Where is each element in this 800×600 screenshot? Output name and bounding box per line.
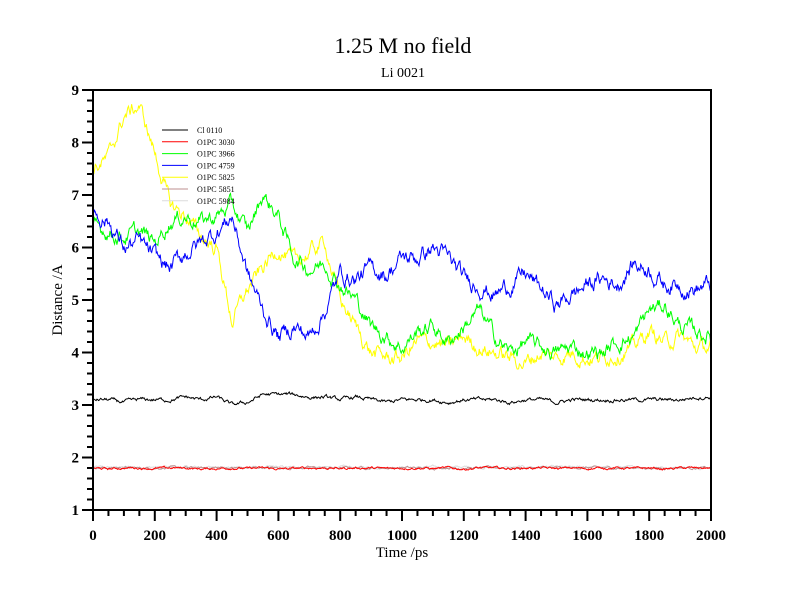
y-tick-label: 7: [72, 188, 80, 204]
series-layer: [92, 104, 712, 471]
y-tick-label: 8: [72, 136, 80, 152]
x-tick-label: 1800: [634, 528, 664, 544]
legend-label: O1PC 5984: [197, 197, 235, 206]
series-line-o1pc-3966: [92, 192, 712, 361]
legend-label: Cl 0110: [197, 126, 222, 135]
x-tick-label: 1200: [449, 528, 479, 544]
x-tick-label: 400: [205, 528, 228, 544]
x-axis-label: Time /ps: [376, 545, 429, 561]
series-line-o1pc-4759: [92, 208, 712, 342]
x-tick-label: 1400: [511, 528, 541, 544]
x-tick-label: 200: [144, 528, 167, 544]
legend: Cl 0110 O1PC 3030 O1PC 3966 O1PC 4759 O1PC 5…: [162, 126, 235, 206]
y-tick-label: 4: [72, 346, 80, 362]
y-tick-label: 2: [72, 451, 80, 467]
x-tick-label: 2000: [696, 528, 726, 544]
y-tick-label: 9: [72, 83, 80, 99]
x-tick-label: 800: [329, 528, 352, 544]
legend-label: O1PC 5851: [197, 185, 235, 194]
x-tick-label: 0: [89, 528, 97, 544]
series-line-o1pc-5984: [92, 464, 712, 471]
chart-title: 1.25 M no field: [335, 33, 472, 58]
x-tick-label: 1000: [387, 528, 417, 544]
axes-layer: 0 200 400 600 800 1000 1200 1400 1600 1800 2000 1 2 3…: [72, 83, 727, 544]
series-line-cl-0110: [92, 391, 712, 406]
x-tick-label: 600: [267, 528, 290, 544]
x-tick-label: 1600: [572, 528, 602, 544]
series-line-o1pc-5825: [92, 104, 712, 370]
legend-label: O1PC 3030: [197, 138, 235, 147]
y-tick-label: 1: [72, 503, 80, 519]
y-tick-label: 3: [72, 398, 80, 414]
y-tick-label: 5: [72, 293, 80, 309]
chart-subtitle: Li 0021: [381, 66, 425, 81]
y-axis-label: Distance /A: [50, 264, 66, 335]
y-tick-label: 6: [72, 241, 80, 257]
legend-label: O1PC 5825: [197, 173, 235, 182]
legend-label: O1PC 3966: [197, 150, 235, 159]
legend-label: O1PC 4759: [197, 161, 235, 170]
series-line-o1pc-3030: [92, 465, 712, 471]
plot-frame: [92, 89, 712, 511]
